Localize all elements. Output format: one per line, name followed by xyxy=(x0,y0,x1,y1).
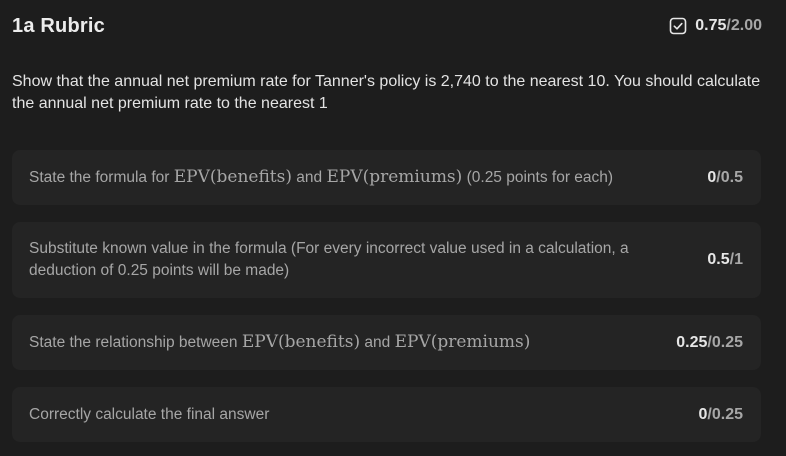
criterion-text: State the relationship between EPV(benef… xyxy=(29,332,531,352)
question-text: Show that the annual net premium rate fo… xyxy=(12,73,761,112)
criterion-earned: 0 xyxy=(707,168,717,186)
criterion-score: 0/0.25 xyxy=(698,405,744,423)
criterion-text: Substitute known value in the formula (F… xyxy=(29,240,629,279)
criterion-score: 0/0.5 xyxy=(707,168,743,186)
criterion-text: State the formula for EPV(benefits) and … xyxy=(29,167,614,187)
criterion-card: Correctly calculate the final answer 0/0… xyxy=(12,387,761,442)
criterion-score: 0.25/0.25 xyxy=(676,333,743,351)
total-max: 2.00 xyxy=(730,17,762,34)
criterion-earned: 0 xyxy=(698,405,708,423)
criterion-card: State the relationship between EPV(benef… xyxy=(12,315,761,370)
criterion-earned: 0.5 xyxy=(707,251,730,268)
total-separator: / xyxy=(726,17,731,34)
total-earned: 0.75 xyxy=(695,17,727,34)
criterion-max: 0.5 xyxy=(720,168,743,186)
criterion-max: 0.25 xyxy=(711,333,743,351)
math-epv-premiums: EPV(premiums) xyxy=(326,167,463,187)
checkbox-icon xyxy=(669,17,687,35)
criterion-card: State the formula for EPV(benefits) and … xyxy=(12,150,761,205)
math-epv-benefits: EPV(benefits) xyxy=(173,167,292,187)
criterion-earned: 0.25 xyxy=(676,333,708,351)
criterion-card: Substitute known value in the formula (F… xyxy=(12,222,761,298)
criterion-text: Correctly calculate the final answer xyxy=(29,405,270,423)
math-epv-benefits: EPV(benefits) xyxy=(241,332,361,352)
rubric-title: 1a Rubric xyxy=(12,14,105,37)
criterion-score: 0.5/1 xyxy=(707,251,743,268)
math-epv-premiums: EPV(premiums) xyxy=(394,332,531,352)
criterion-max: 1 xyxy=(734,251,743,268)
rubric-header: 1a Rubric 0.75/2.00 xyxy=(12,12,762,40)
total-score: 0.75/2.00 xyxy=(669,17,762,35)
criterion-max: 0.25 xyxy=(711,405,743,423)
